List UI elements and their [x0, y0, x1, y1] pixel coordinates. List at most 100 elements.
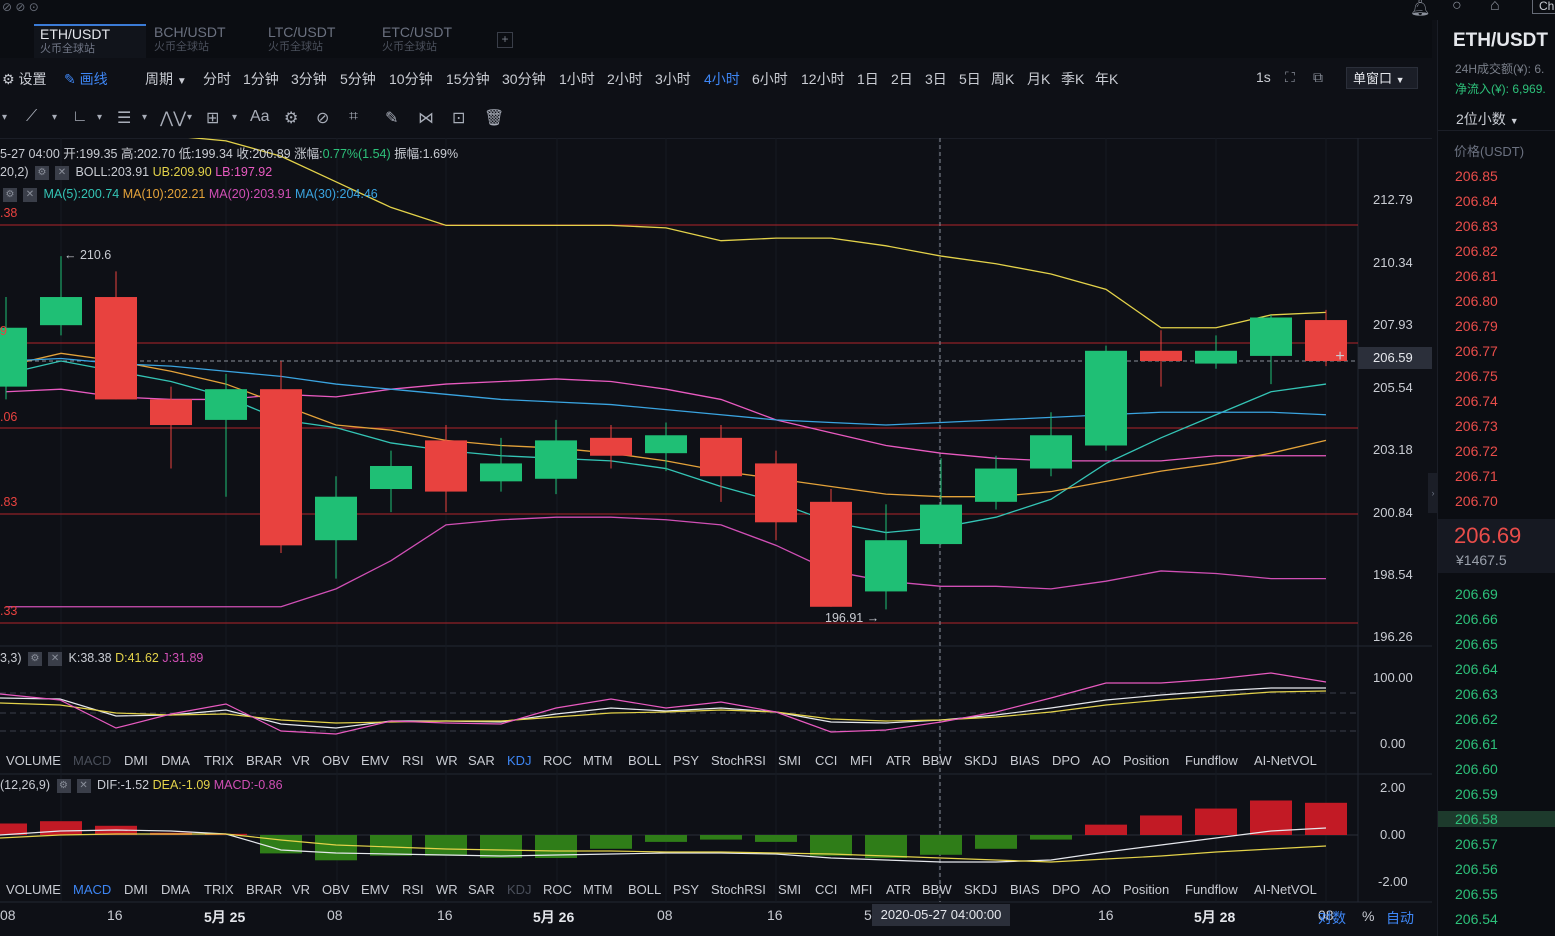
- ask-price[interactable]: 206.80: [1455, 293, 1498, 309]
- tab-eth-usdt[interactable]: ETH/USDT 火币全球站: [34, 24, 146, 58]
- bid-price[interactable]: 206.55: [1455, 886, 1498, 902]
- period-17[interactable]: 周K: [991, 71, 1015, 87]
- search-icon[interactable]: ○: [1452, 0, 1462, 14]
- bid-price[interactable]: 206.54: [1455, 911, 1498, 927]
- period-13[interactable]: 1日: [857, 71, 879, 87]
- bell-icon[interactable]: 🔔︎: [1410, 0, 1431, 17]
- period-dropdown[interactable]: 周期 ▼: [145, 69, 187, 89]
- indicator-tab-obv[interactable]: OBV: [322, 882, 350, 897]
- indicator-tab-emv[interactable]: EMV: [361, 753, 390, 768]
- period-4[interactable]: 10分钟: [389, 71, 433, 87]
- ask-price[interactable]: 206.81: [1455, 268, 1498, 284]
- period-9[interactable]: 3小时: [655, 71, 691, 87]
- interval-1s[interactable]: 1s: [1256, 69, 1271, 85]
- indicator-tab-emv[interactable]: EMV: [361, 882, 390, 897]
- angle-icon[interactable]: ∟: [72, 108, 88, 125]
- ask-price[interactable]: 206.83: [1455, 218, 1498, 234]
- gear-icon[interactable]: ⚙: [28, 651, 43, 666]
- indicator-tab-trix[interactable]: TRIX: [204, 882, 234, 897]
- period-3[interactable]: 5分钟: [340, 71, 376, 87]
- indicator-tab-stochrsi[interactable]: StochRSI: [711, 882, 766, 897]
- home-icon[interactable]: ⌂: [1490, 0, 1500, 14]
- period-11[interactable]: 6小时: [752, 71, 788, 87]
- ask-price[interactable]: 206.84: [1455, 193, 1498, 209]
- period-7[interactable]: 1小时: [559, 71, 595, 87]
- indicator-tab-wr[interactable]: WR: [436, 882, 458, 897]
- period-19[interactable]: 季K: [1061, 71, 1085, 87]
- bid-price[interactable]: 206.57: [1455, 836, 1498, 852]
- indicator-tab-sar[interactable]: SAR: [468, 882, 495, 897]
- indicator-tab-dmi[interactable]: DMI: [124, 882, 148, 897]
- ask-price[interactable]: 206.85: [1455, 168, 1498, 184]
- tab-ltc-usdt[interactable]: LTC/USDT 火币全球站: [262, 24, 374, 56]
- indicator-tab-bbw[interactable]: BBW: [922, 882, 952, 897]
- indicator-tab-trix[interactable]: TRIX: [204, 753, 234, 768]
- gear-icon[interactable]: ⚙: [56, 778, 71, 793]
- trash-icon[interactable]: 🗑︎: [484, 110, 505, 127]
- ask-price[interactable]: 206.72: [1455, 443, 1498, 459]
- indicator-tab-skdj[interactable]: SKDJ: [964, 753, 998, 768]
- ask-price[interactable]: 206.70: [1455, 493, 1498, 509]
- chevron-down-icon[interactable]: ▾: [187, 112, 193, 123]
- bid-price[interactable]: 206.65: [1455, 636, 1498, 652]
- period-18[interactable]: 月K: [1027, 71, 1051, 87]
- period-12[interactable]: 12小时: [801, 71, 845, 87]
- close-icon[interactable]: ✕: [76, 778, 91, 793]
- period-14[interactable]: 2日: [891, 71, 913, 87]
- indicator-tab-dpo[interactable]: DPO: [1052, 882, 1081, 897]
- indicator-tab-psy[interactable]: PSY: [673, 753, 700, 768]
- indicator-tab-macd[interactable]: MACD: [73, 753, 112, 768]
- indicator-tab-position[interactable]: Position: [1123, 882, 1170, 897]
- indicator-tab-obv[interactable]: OBV: [322, 753, 350, 768]
- indicator-tab-roc[interactable]: ROC: [543, 753, 572, 768]
- indicator-tab-mtm[interactable]: MTM: [583, 753, 613, 768]
- period-8[interactable]: 2小时: [607, 71, 643, 87]
- add-tab-button[interactable]: +: [497, 32, 513, 48]
- chart-canvas[interactable]: [0, 138, 1432, 936]
- bid-price[interactable]: 206.58: [1438, 811, 1555, 827]
- chevron-down-icon[interactable]: ▾: [52, 112, 58, 123]
- tab-etc-usdt[interactable]: ETC/USDT 火币全球站: [376, 24, 488, 56]
- close-icon[interactable]: ✕: [48, 651, 63, 666]
- bid-price[interactable]: 206.59: [1455, 786, 1498, 802]
- indicator-tab-volume[interactable]: VOLUME: [6, 753, 61, 768]
- period-0[interactable]: 分时: [203, 71, 231, 87]
- indicator-tab-brar[interactable]: BRAR: [246, 753, 283, 768]
- period-6[interactable]: 30分钟: [502, 71, 546, 87]
- settings-button[interactable]: ⚙︎ 设置: [2, 69, 46, 89]
- indicator-tab-kdj[interactable]: KDJ: [507, 882, 532, 897]
- bid-price[interactable]: 206.66: [1455, 611, 1498, 627]
- window-title[interactable]: Ch: [1532, 0, 1555, 14]
- horizontal-lines-icon[interactable]: ☰: [117, 110, 132, 127]
- indicator-tab-stochrsi[interactable]: StochRSI: [711, 753, 766, 768]
- period-20[interactable]: 年K: [1095, 71, 1119, 87]
- auto-scale-toggle[interactable]: 自动: [1386, 910, 1414, 926]
- bid-price[interactable]: 206.63: [1455, 686, 1498, 702]
- fibonacci-icon[interactable]: ⚙︎: [284, 110, 299, 127]
- bid-price[interactable]: 206.56: [1455, 861, 1498, 877]
- ask-price[interactable]: 206.74: [1455, 393, 1498, 409]
- indicator-tab-boll[interactable]: BOLL: [628, 882, 662, 897]
- indicator-tab-ao[interactable]: AO: [1092, 753, 1111, 768]
- indicator-tab-wr[interactable]: WR: [436, 753, 458, 768]
- indicator-tab-bias[interactable]: BIAS: [1010, 882, 1040, 897]
- percent-scale-toggle[interactable]: %: [1362, 908, 1375, 924]
- bid-price[interactable]: 206.61: [1455, 736, 1498, 752]
- indicator-tab-macd[interactable]: MACD: [73, 882, 112, 897]
- log-scale-toggle[interactable]: 对数: [1318, 910, 1346, 926]
- ask-price[interactable]: 206.71: [1455, 468, 1498, 484]
- window-mode-select[interactable]: 单窗口 ▼: [1346, 67, 1418, 89]
- period-15[interactable]: 3日: [925, 71, 947, 87]
- indicator-tab-cci[interactable]: CCI: [815, 882, 838, 897]
- indicator-tab-rsi[interactable]: RSI: [402, 882, 424, 897]
- ask-price[interactable]: 206.75: [1455, 368, 1498, 384]
- indicator-tab-kdj[interactable]: KDJ: [507, 753, 532, 768]
- indicator-tab-psy[interactable]: PSY: [673, 882, 700, 897]
- indicator-tab-fundflow[interactable]: Fundflow: [1185, 882, 1238, 897]
- gear-icon[interactable]: ⚙: [3, 187, 17, 202]
- indicator-tab-atr[interactable]: ATR: [886, 882, 912, 897]
- crosshair-box-icon[interactable]: ⊞: [206, 110, 220, 127]
- indicator-tab-atr[interactable]: ATR: [886, 753, 912, 768]
- pattern-icon[interactable]: ⋈: [418, 110, 434, 127]
- chevron-down-icon[interactable]: ▾: [142, 112, 148, 123]
